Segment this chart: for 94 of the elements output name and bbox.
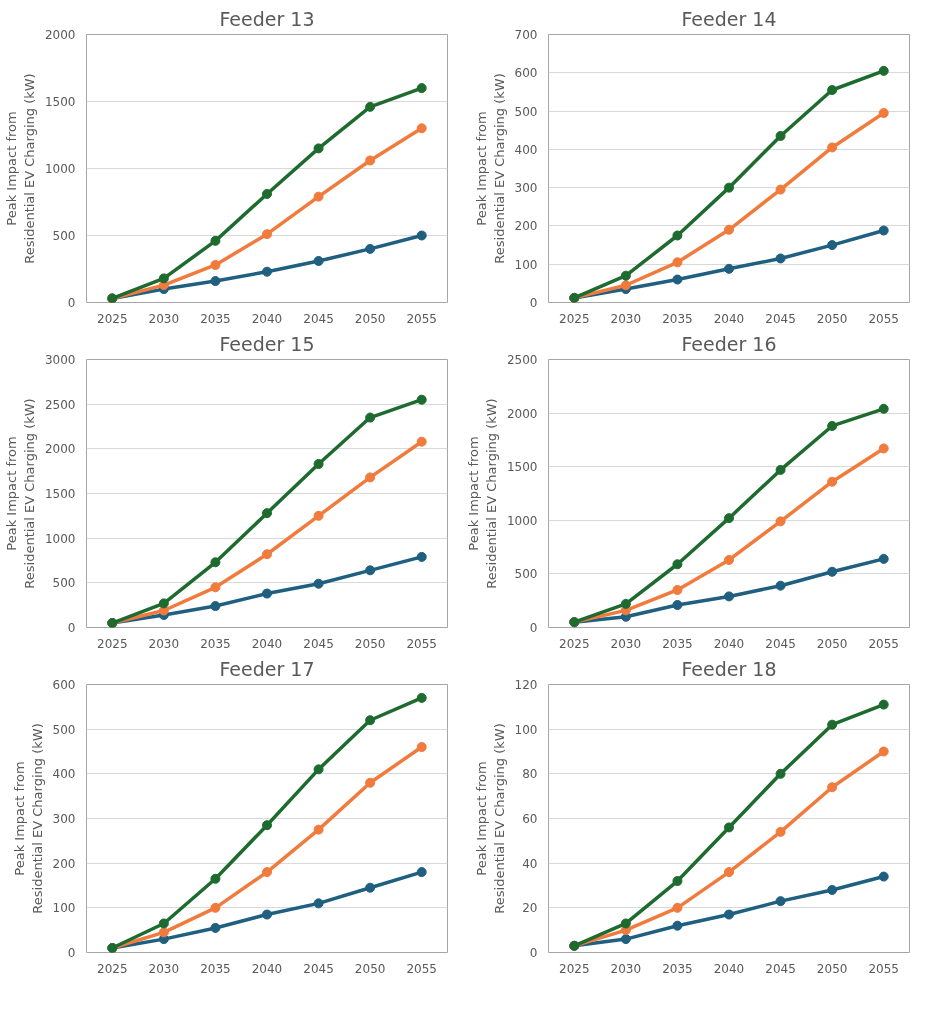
x-tick-label: 2055	[868, 961, 899, 976]
x-tick-label: 2035	[200, 636, 231, 651]
y-tick-label: 0	[529, 946, 538, 960]
y-tick-label: 40	[522, 856, 538, 871]
x-tick-label: 2050	[816, 636, 848, 651]
y-tick-label: 2000	[44, 28, 76, 42]
y-tick-label: 2500	[506, 353, 538, 367]
y-tick-label: 300	[52, 812, 76, 826]
x-tick-label: 2045	[765, 636, 796, 651]
x-tick-label: 2055	[406, 311, 437, 326]
y-tick-label: 100	[514, 722, 538, 737]
x-tick-label: 2055	[868, 636, 899, 651]
y-tick-label: 0	[67, 621, 76, 635]
chart-title: Feeder 18	[681, 657, 777, 680]
y-tick-label: 1500	[44, 95, 76, 109]
x-tick-label: 2045	[303, 311, 334, 326]
x-tick-label: 2035	[662, 961, 693, 976]
x-tick-label: 2025	[97, 311, 128, 326]
x-tick-label: 2055	[406, 961, 437, 976]
y-tick-label: 1500	[44, 487, 76, 501]
y-tick-label: 0	[67, 946, 76, 960]
y-tick-label: 500	[514, 104, 538, 119]
x-tick-label: 2040	[251, 311, 283, 326]
y-tick-label: 500	[52, 229, 76, 243]
x-tick-label: 2030	[148, 961, 180, 976]
x-tick-label: 2050	[354, 636, 386, 651]
y-tick-label: 500	[514, 567, 538, 582]
y-tick-label: 2500	[44, 397, 76, 412]
x-tick-label: 2050	[816, 961, 848, 976]
chart-title: Feeder 17	[219, 657, 315, 680]
y-tick-label: 700	[514, 28, 538, 42]
y-tick-label: 600	[52, 678, 76, 692]
x-tick-label: 2035	[662, 636, 693, 651]
x-tick-label: 2030	[610, 636, 642, 651]
x-tick-label: 2045	[303, 636, 334, 651]
x-tick-label: 2045	[303, 961, 334, 976]
y-tick-label: 100	[514, 257, 538, 272]
y-tick-label: 600	[514, 66, 538, 81]
x-tick-label: 2040	[713, 961, 745, 976]
x-tick-label: 2035	[200, 311, 231, 326]
x-tick-label: 2030	[610, 311, 642, 326]
x-tick-label: 2025	[97, 636, 128, 651]
x-tick-label: 2050	[816, 311, 848, 326]
x-tick-label: 2040	[713, 311, 745, 326]
y-tick-label: 120	[514, 678, 538, 692]
y-tick-label: 1500	[506, 460, 538, 475]
y-axis-title: Peak Impact from Residential EV Charging (kW)	[3, 73, 37, 264]
chart-title: Feeder 15	[219, 332, 315, 355]
x-tick-label: 2040	[251, 636, 283, 651]
y-axis-title: Peak Impact from Residential EV Charging (kW)	[3, 398, 37, 589]
x-tick-label: 2030	[148, 636, 180, 651]
y-axis-title: Peak Impact from Residential EV Charging (kW)	[473, 723, 507, 914]
x-tick-label: 2035	[662, 311, 693, 326]
y-tick-label: 400	[514, 142, 538, 157]
x-tick-label: 2045	[765, 311, 796, 326]
y-axis-title: Peak Impact from Residential EV Charging (kW)	[11, 723, 45, 914]
y-tick-label: 100	[52, 901, 76, 916]
y-tick-label: 200	[52, 856, 76, 871]
y-tick-label: 20	[522, 901, 538, 916]
y-tick-label: 0	[529, 621, 538, 635]
y-tick-label: 400	[52, 767, 76, 782]
x-tick-label: 2040	[713, 636, 745, 651]
y-tick-label: 1000	[506, 513, 538, 528]
x-tick-label: 2050	[354, 311, 386, 326]
y-tick-label: 500	[52, 576, 76, 591]
y-tick-label: 1000	[44, 162, 76, 176]
y-tick-label: 0	[67, 296, 76, 310]
y-tick-label: 300	[514, 181, 538, 196]
y-tick-label: 60	[522, 812, 538, 826]
y-axis-title: Peak Impact from Residential EV Charging (kW)	[465, 398, 499, 589]
x-tick-label: 2050	[354, 961, 386, 976]
x-tick-label: 2055	[868, 311, 899, 326]
x-tick-label: 2035	[200, 961, 231, 976]
y-tick-label: 80	[522, 767, 538, 782]
y-tick-label: 3000	[44, 353, 76, 367]
x-tick-label: 2025	[559, 961, 590, 976]
y-tick-label: 200	[514, 219, 538, 234]
x-tick-label: 2055	[406, 636, 437, 651]
x-tick-label: 2045	[765, 961, 796, 976]
y-tick-label: 500	[52, 722, 76, 737]
chart-title: Feeder 16	[681, 332, 777, 355]
y-tick-label: 0	[529, 296, 538, 310]
chart-title: Feeder 14	[681, 7, 777, 30]
x-tick-label: 2025	[97, 961, 128, 976]
x-tick-label: 2030	[610, 961, 642, 976]
y-axis-title: Peak Impact from Residential EV Charging (kW)	[473, 73, 507, 264]
x-tick-label: 2025	[559, 636, 590, 651]
x-tick-label: 2030	[148, 311, 180, 326]
y-tick-label: 2000	[44, 442, 76, 457]
y-tick-label: 1000	[44, 531, 76, 546]
chart-title: Feeder 13	[219, 7, 315, 30]
x-tick-label: 2040	[251, 961, 283, 976]
y-tick-label: 2000	[506, 406, 538, 421]
x-tick-label: 2025	[559, 311, 590, 326]
